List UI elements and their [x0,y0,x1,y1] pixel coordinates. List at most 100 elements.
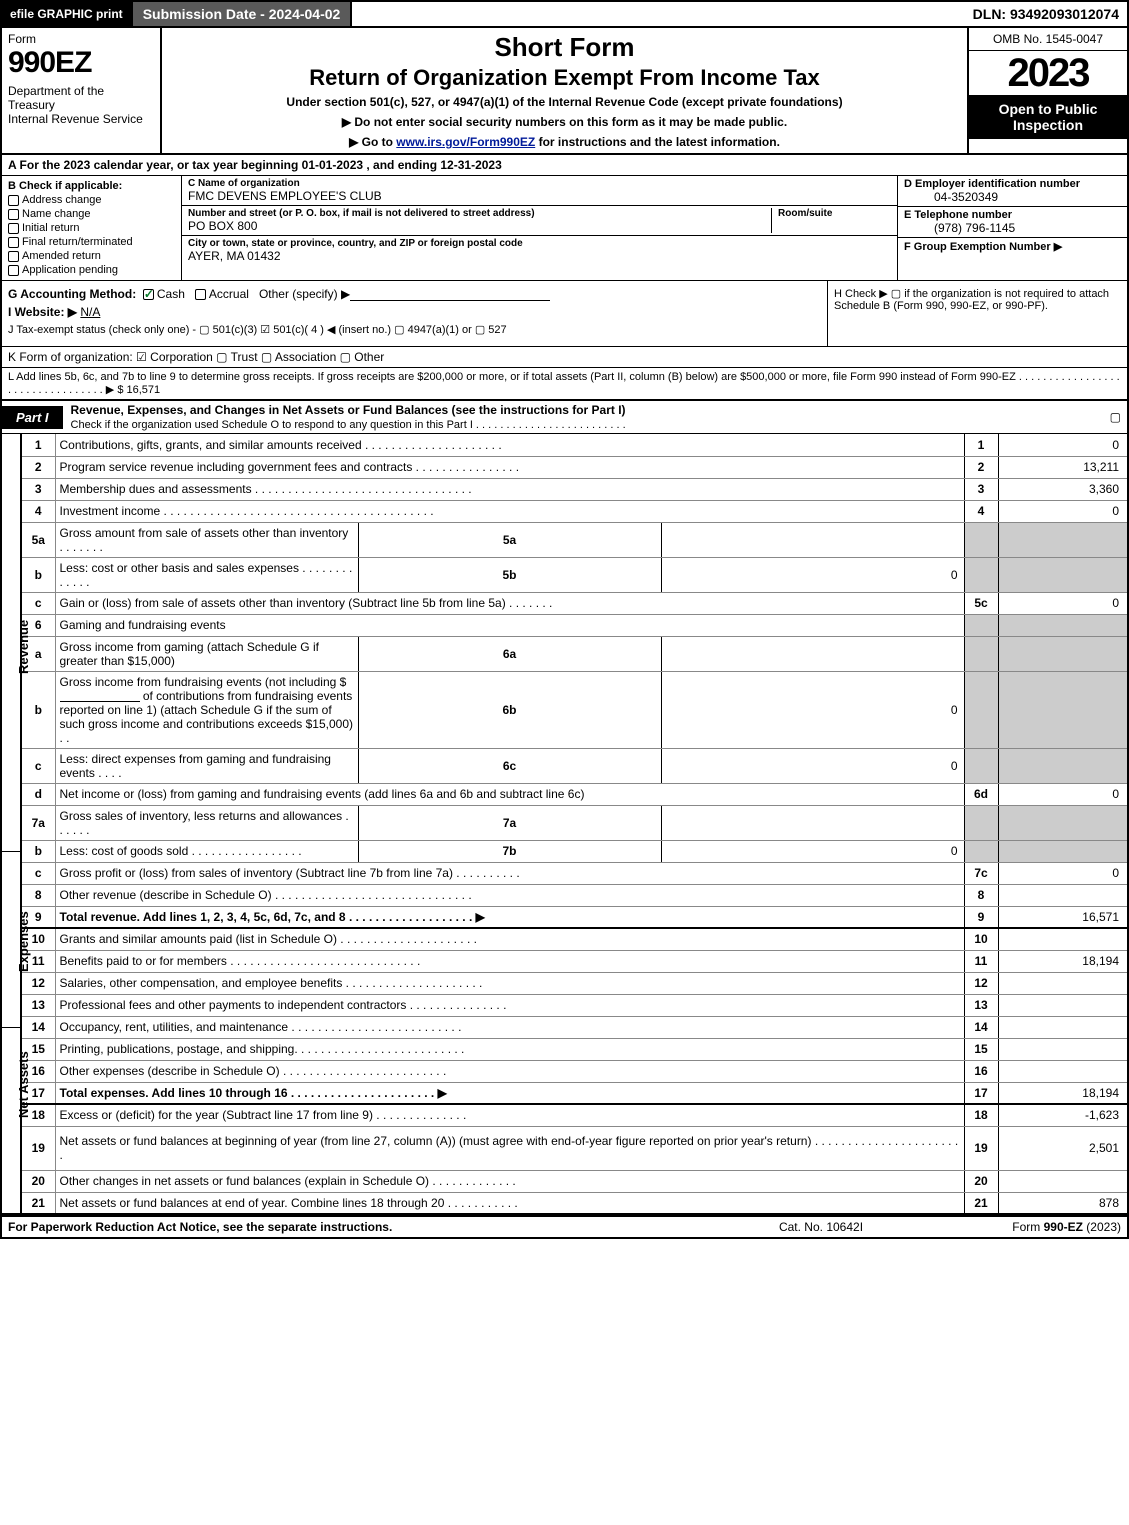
line-desc: Investment income . . . . . . . . . . . … [55,500,964,522]
line-desc: Net assets or fund balances at beginning… [55,1126,964,1170]
efile-print-label[interactable]: efile GRAPHIC print [2,2,131,26]
line-2: 2Program service revenue including gover… [21,456,1128,478]
line-17: 17Total expenses. Add lines 10 through 1… [21,1082,1128,1104]
line-6a: aGross income from gaming (attach Schedu… [21,636,1128,671]
line-num: 4 [21,500,55,522]
side-label-col: Revenue Expenses Net Assets [0,434,20,1215]
line-num: b [21,671,55,748]
checkbox-icon [8,209,19,220]
checkbox-icon [8,251,19,262]
box-b: B Check if applicable: Address change Na… [2,176,182,280]
ein-value: 04-3520349 [904,190,1121,204]
address-row: Number and street (or P. O. box, if mail… [182,206,897,236]
irs-link[interactable]: www.irs.gov/Form990EZ [396,135,535,149]
line-desc: Contributions, gifts, grants, and simila… [55,434,964,456]
line-6b: bGross income from fundraising events (n… [21,671,1128,748]
line-num: c [21,748,55,783]
sub-value: 0 [661,840,964,862]
line-21: 21Net assets or fund balances at end of … [21,1192,1128,1214]
line-num: c [21,592,55,614]
line-ref: 8 [964,884,998,906]
line-num: 13 [21,994,55,1016]
line-desc: Salaries, other compensation, and employ… [55,972,964,994]
line-num: b [21,840,55,862]
part-1-title-wrap: Revenue, Expenses, and Changes in Net As… [63,401,1110,433]
line-num: 20 [21,1170,55,1192]
line-num: 1 [21,434,55,456]
line-h: H Check ▶ ▢ if the organization is not r… [827,281,1127,346]
sub-label: 6a [358,636,661,671]
tax-year: 2023 [969,51,1127,95]
chk-label: Name change [22,208,91,220]
chk-label: Final return/terminated [22,236,133,248]
line-amt: 878 [998,1192,1128,1214]
chk-application-pending[interactable]: Application pending [8,264,175,276]
line-desc: Membership dues and assessments . . . . … [55,478,964,500]
line-ref: 20 [964,1170,998,1192]
website-label: I Website: ▶ [8,305,77,319]
line-num: 19 [21,1126,55,1170]
sub-value [661,522,964,557]
line-amt: 2,501 [998,1126,1128,1170]
page-footer: For Paperwork Reduction Act Notice, see … [0,1215,1129,1239]
line-amt [998,928,1128,950]
chk-name-change[interactable]: Name change [8,208,175,220]
line-6d: dNet income or (loss) from gaming and fu… [21,783,1128,805]
line-desc: Gross income from gaming (attach Schedul… [55,636,358,671]
address-label: Number and street (or P. O. box, if mail… [188,208,771,219]
line-desc: Other revenue (describe in Schedule O) .… [55,884,964,906]
box-b-header: B Check if applicable: [8,180,175,192]
chk-label: Application pending [22,264,118,276]
line-desc: Total revenue. Add lines 1, 2, 3, 4, 5c,… [55,906,964,928]
chk-amended-return[interactable]: Amended return [8,250,175,262]
sub-value [661,805,964,840]
checkbox-icon [8,223,19,234]
form-number: 990EZ [8,46,154,80]
chk-initial-return[interactable]: Initial return [8,222,175,234]
line-6b-blank[interactable] [60,690,140,702]
line-amt: 0 [998,862,1128,884]
side-revenue: Revenue [2,434,20,852]
chk-final-return[interactable]: Final return/terminated [8,236,175,248]
checkbox-accrual-icon[interactable] [195,289,206,300]
form-title-1: Short Form [168,32,961,63]
line-ref: 13 [964,994,998,1016]
checkbox-icon [8,237,19,248]
line-ref-shade [964,636,998,671]
line-ref: 15 [964,1038,998,1060]
checkbox-icon [8,265,19,276]
line-ref-shade [964,805,998,840]
bullet-goto: ▶ Go to www.irs.gov/Form990EZ for instru… [168,135,961,149]
line-desc: Excess or (deficit) for the year (Subtra… [55,1104,964,1126]
line-g-label: G Accounting Method: [8,287,136,301]
city-value: AYER, MA 01432 [188,249,523,263]
line-desc: Gross sales of inventory, less returns a… [55,805,358,840]
header-right: OMB No. 1545-0047 2023 Open to Public In… [967,28,1127,153]
topbar-spacer [352,2,964,26]
line-amt: 0 [998,783,1128,805]
line-ref: 17 [964,1082,998,1104]
form-subtitle: Under section 501(c), 527, or 4947(a)(1)… [168,95,961,109]
line-amt-shade [998,557,1128,592]
line-14: 14Occupancy, rent, utilities, and mainte… [21,1016,1128,1038]
line-6: 6Gaming and fundraising events [21,614,1128,636]
sub-value: 0 [661,671,964,748]
line-amt [998,1170,1128,1192]
chk-label: Address change [22,194,102,206]
chk-address-change[interactable]: Address change [8,194,175,206]
sub-label: 6c [358,748,661,783]
line-ref-shade [964,840,998,862]
line-amt [998,1038,1128,1060]
box-c: C Name of organization FMC DEVENS EMPLOY… [182,176,897,280]
line-l: L Add lines 5b, 6c, and 7b to line 9 to … [0,368,1129,401]
line-7a: 7aGross sales of inventory, less returns… [21,805,1128,840]
line-num: c [21,862,55,884]
group-exemption-row: F Group Exemption Number ▶ [898,237,1127,255]
other-specify-field[interactable] [350,289,550,301]
form-header: Form 990EZ Department of the Treasury In… [0,28,1129,155]
checkbox-cash-icon[interactable] [143,289,154,300]
line-amt [998,994,1128,1016]
line-amt-shade [998,636,1128,671]
part-1-checkbox[interactable]: ▢ [1110,410,1127,424]
line-desc: Less: cost or other basis and sales expe… [55,557,358,592]
